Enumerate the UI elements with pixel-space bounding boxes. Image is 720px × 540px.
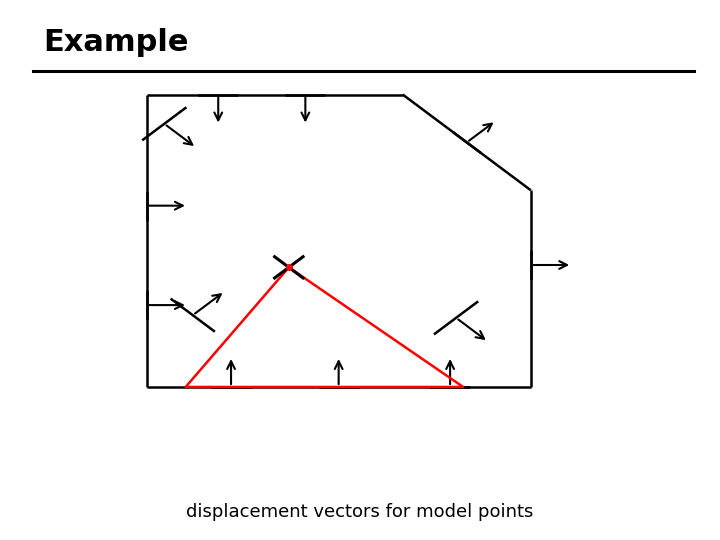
Text: displacement vectors for model points: displacement vectors for model points — [186, 503, 534, 521]
Text: Example: Example — [43, 28, 189, 57]
